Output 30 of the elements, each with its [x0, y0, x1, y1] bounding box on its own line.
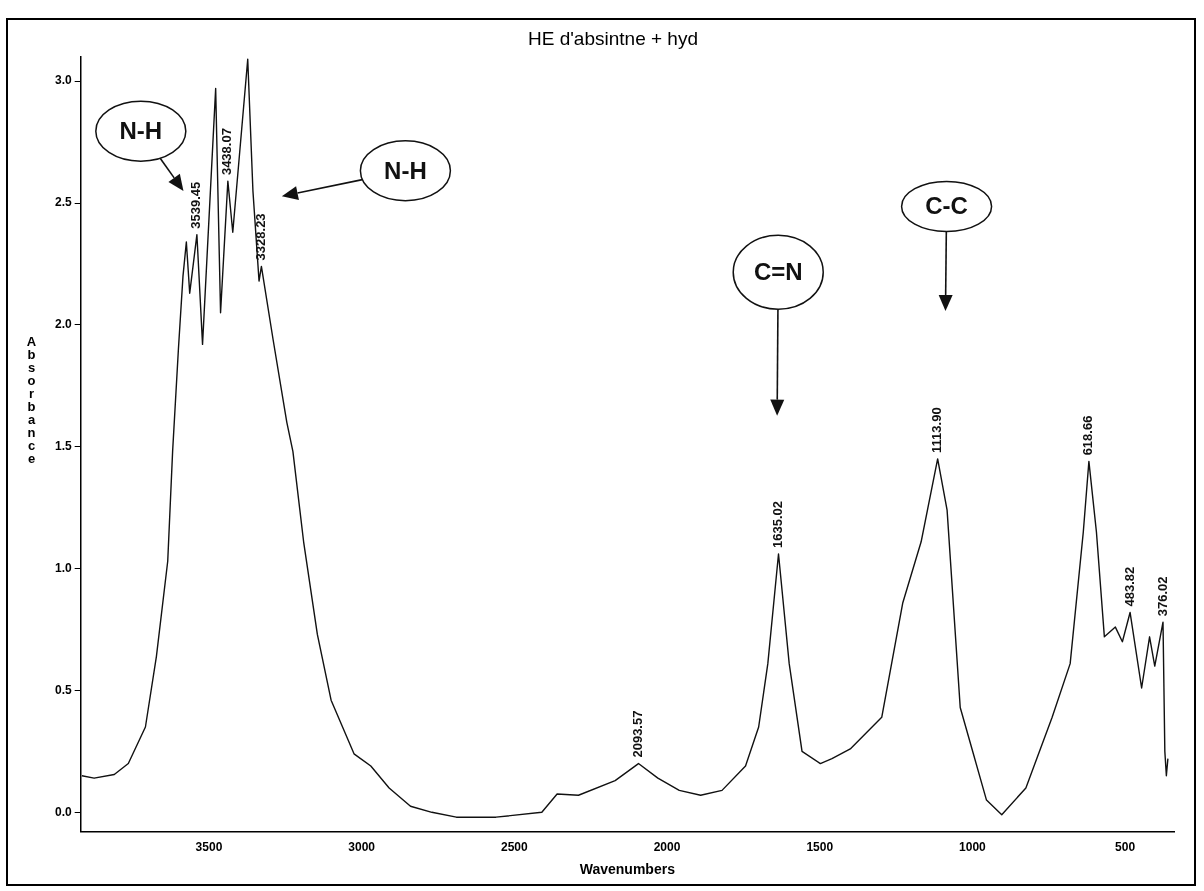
y-tick-label: 0.5 — [54, 682, 72, 697]
annotation: N-H — [119, 117, 163, 145]
y-axis-title: Absorbance — [24, 334, 39, 465]
y-tick-label: 1.5 — [54, 439, 72, 454]
annotation: C-C — [925, 192, 968, 220]
x-tick-label: 1500 — [806, 840, 834, 855]
x-tick-label: 3500 — [195, 840, 223, 855]
x-tick-label: 500 — [1115, 840, 1136, 855]
x-tick-label: 2000 — [653, 840, 681, 855]
x-tick-label: 2500 — [500, 840, 529, 855]
y-tick-label: 0.0 — [54, 804, 72, 819]
annotation: 3328.23 — [252, 213, 268, 261]
chart-title: HE d'absintne + hyd — [528, 27, 698, 49]
y-tick-label: 3.0 — [54, 73, 72, 88]
annotation: 1113.90 — [929, 407, 945, 453]
annotation: 376.02 — [1154, 576, 1170, 617]
annotation: 618.66 — [1080, 415, 1096, 456]
annotation: 3539.45 — [188, 181, 204, 229]
y-tick-label: 1.0 — [54, 560, 72, 575]
annotation: 3438.07 — [219, 128, 235, 176]
annotation: 1635.02 — [770, 500, 786, 548]
x-tick-label: 1000 — [959, 840, 987, 855]
y-tick-label: 2.0 — [54, 317, 72, 332]
annotation: 2093.57 — [630, 710, 646, 758]
y-tick-label: 2.5 — [54, 195, 72, 210]
x-tick-label: 3000 — [348, 840, 376, 855]
annotation: N-H — [384, 156, 427, 184]
x-axis-title: Wavenumbers — [579, 861, 676, 878]
annotation: 483.82 — [1121, 566, 1137, 607]
annotation: C=N — [753, 258, 803, 286]
